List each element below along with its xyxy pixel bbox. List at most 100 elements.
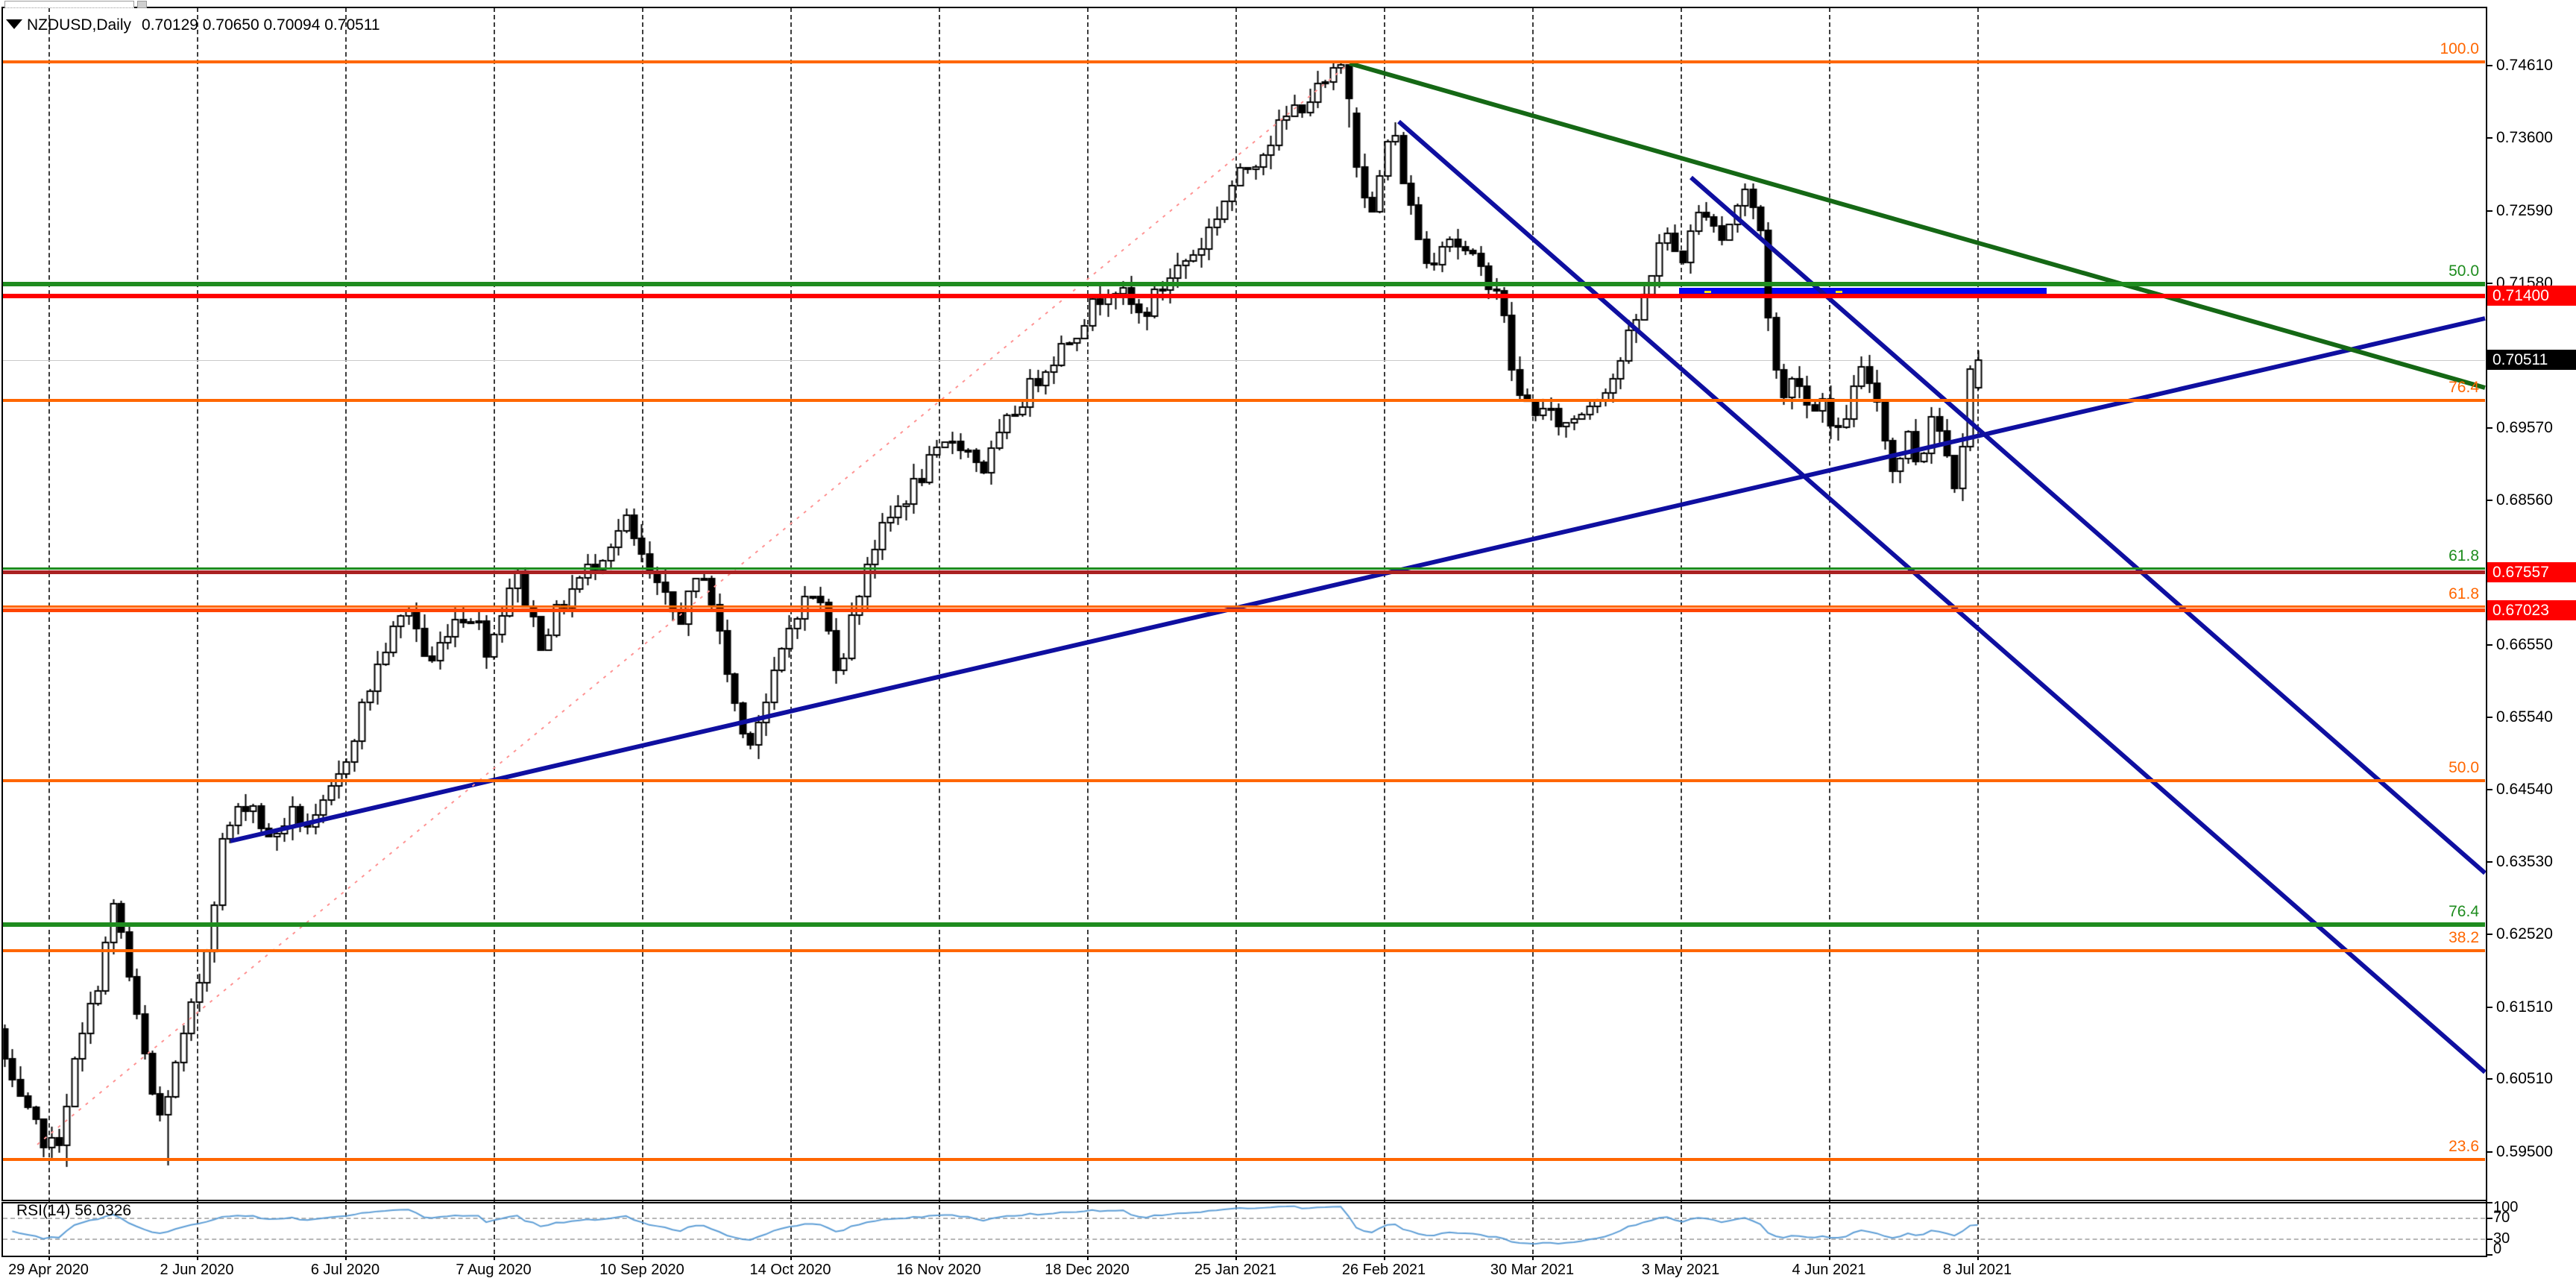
hline-0.67023[interactable] [2,608,2485,612]
chart-title: NZDUSD,Daily 0.70129 0.70650 0.70094 0.70… [27,16,380,34]
price-axis-label: 0.69570 [2496,419,2553,436]
price-tick [2487,137,2492,139]
trendlines-layer [37,61,2486,1145]
date-label: 29 Apr 2020 [8,1262,89,1278]
toolbar-remnant [4,1,134,8]
date-tick [1532,1256,1534,1260]
fib-line-50.0-orange[interactable] [2,779,2485,782]
rsi-indicator-label: RSI(14) 56.0326 [16,1202,131,1220]
fib-line-61.8-orange[interactable] [2,605,2485,608]
price-badge-0.67557[interactable]: 0.67557 [2487,562,2576,582]
fib-line-50.0-green[interactable] [2,282,2485,286]
fib-label-100.0-orange: 100.0 [2440,40,2479,57]
rsi-axis-label-0: 0 [2493,1241,2502,1257]
rsi-name: RSI(14) [16,1202,71,1219]
price-axis-label: 0.59500 [2496,1143,2553,1160]
pink-dotted-rally-line[interactable] [37,63,1350,1145]
date-tick [197,1256,198,1260]
date-tick [939,1256,940,1260]
price-axis-label: 0.73600 [2496,129,2553,146]
rsi-tick [2487,1202,2492,1203]
price-tick [2487,1007,2492,1008]
price-axis-label: 0.74610 [2496,57,2553,74]
date-label: 4 Jun 2021 [1792,1262,1866,1278]
price-axis-label: 0.68560 [2496,491,2553,509]
price-tick [2487,644,2492,646]
fib-label-23.6-orange: 23.6 [2449,1138,2479,1155]
fib-label-38.2-orange: 38.2 [2449,929,2479,946]
price-tick [2487,427,2492,429]
date-label: 18 Dec 2020 [1045,1262,1130,1278]
rsi-tick [2487,1238,2492,1240]
date-tick [1681,1256,1682,1260]
price-tick [2487,210,2492,212]
fib-line-100.0-orange[interactable] [2,60,2485,63]
price-tick [2487,1078,2492,1080]
date-label: 30 Mar 2021 [1490,1262,1575,1278]
date-label: 14 Oct 2020 [749,1262,831,1278]
price-axis-line [2486,7,2487,1256]
date-tick [48,1256,50,1260]
rsi-axis-label-70: 70 [2493,1209,2510,1226]
date-label: 6 Jul 2020 [310,1262,380,1278]
price-badge-0.67023[interactable]: 0.67023 [2487,600,2576,620]
price-axis-label: 0.65540 [2496,708,2553,726]
price-badge-0.71400[interactable]: 0.71400 [2487,286,2576,306]
date-label: 25 Jan 2021 [1194,1262,1277,1278]
price-tick [2487,789,2492,790]
date-label: 16 Nov 2020 [896,1262,981,1278]
price-tick [2487,1151,2492,1153]
price-badge-0.70511[interactable]: 0.70511 [2487,350,2576,370]
fib-label-76.4-green: 76.4 [2449,903,2479,920]
fib-label-61.8-green: 61.8 [2449,547,2479,564]
price-axis-label: 0.64540 [2496,781,2553,798]
fib-label-50.0-orange: 50.0 [2449,759,2479,776]
date-tick [1384,1256,1385,1260]
fib-line-76.4-orange[interactable] [2,399,2485,402]
rsi-tick [2487,1218,2492,1219]
date-tick [1829,1256,1830,1260]
fib-line-23.6-orange[interactable] [2,1158,2485,1161]
price-axis-label: 0.62520 [2496,925,2553,942]
date-label: 7 Aug 2020 [456,1262,532,1278]
fib-line-38.2-orange[interactable] [2,949,2485,952]
hline-0.714[interactable] [2,294,2485,298]
date-tick [642,1256,643,1260]
price-axis-label: 0.66550 [2496,636,2553,653]
date-label: 8 Jul 2021 [1942,1262,2012,1278]
date-tick [494,1256,495,1260]
symbol-timeframe-label: NZDUSD,Daily [27,16,132,34]
price-tick [2487,283,2492,284]
date-label: 10 Sep 2020 [599,1262,684,1278]
price-tick [2487,717,2492,718]
fib-line-76.4-green[interactable] [2,922,2485,927]
date-tick [790,1256,792,1260]
ohlc-values: 0.70129 0.70650 0.70094 0.70511 [142,16,380,34]
toolbar-remnant-button [137,1,147,8]
fib-label-76.4-orange: 76.4 [2449,379,2479,396]
price-axis-label: 0.60510 [2496,1070,2553,1087]
chevron-down-icon[interactable] [6,19,22,29]
price-tick [2487,65,2492,66]
downtrend-line-left[interactable] [1397,119,2486,1074]
price-tick [2487,500,2492,501]
rsi-value: 56.0326 [75,1202,132,1219]
price-tick [2487,861,2492,863]
price-axis-label: 0.72590 [2496,202,2553,219]
fib-label-61.8-orange: 61.8 [2449,585,2479,602]
date-label: 3 May 2021 [1641,1262,1720,1278]
date-label: 2 Jun 2020 [160,1262,234,1278]
price-tick [2487,934,2492,935]
fib-label-50.0-green: 50.0 [2449,262,2479,280]
hline-0.67557[interactable] [2,570,2485,574]
price-axis-label: 0.61510 [2496,998,2553,1016]
date-tick [1087,1256,1089,1260]
price-axis-label: 0.63530 [2496,853,2553,870]
date-tick [345,1256,347,1260]
fib-line-61.8-green[interactable] [2,567,2485,570]
rsi-tick [2487,1254,2492,1256]
date-label: 26 Feb 2021 [1341,1262,1426,1278]
date-tick [1235,1256,1237,1260]
date-tick [1977,1256,1979,1260]
